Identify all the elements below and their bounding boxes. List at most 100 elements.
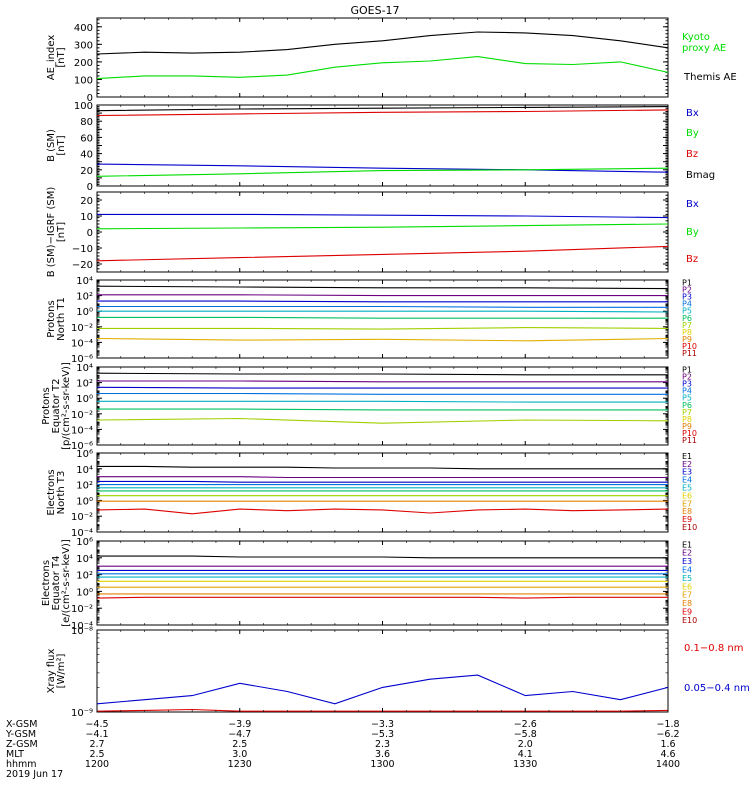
panel-bsm: 0 20 40 60 80 100 B (SM) [nT] Bx By Bz Bmag <box>46 101 715 193</box>
legend-label: Bx <box>686 108 699 119</box>
x-axis-value: 1330 <box>513 759 537 770</box>
y-tick-label: 40 <box>80 150 93 161</box>
y-tick-label: 10⁻⁸ <box>71 626 93 637</box>
panel-xray: 10⁻⁹ 10⁻⁸ Xray flux [W/m²] 0.1−0.8 nm 0.05−0.… <box>46 626 750 719</box>
y-tick-label: 10⁴ <box>76 363 93 374</box>
x-axis-row-label: MLT <box>6 749 24 760</box>
y-tick-label: 10⁻⁴ <box>71 621 93 632</box>
series-P7 <box>96 417 669 424</box>
series-P3 <box>96 386 668 389</box>
legend-label: P7 <box>682 408 692 417</box>
y-tick-label: 60 <box>80 133 93 144</box>
legend-label: P1 <box>682 365 692 374</box>
y-tick-label: 10² <box>76 571 93 582</box>
legend-label: P6 <box>682 314 692 323</box>
series-P1 <box>96 372 668 376</box>
legend-label: E3 <box>682 557 692 566</box>
x-axis-value: −4.1 <box>85 729 108 740</box>
x-axis-row-label: X-GSM <box>6 719 37 730</box>
series-Bx <box>97 213 669 219</box>
legend-label: Bmag <box>686 170 715 181</box>
x-axis-value: 1230 <box>228 759 252 770</box>
series-P8 <box>96 337 669 342</box>
series-0-05-0-4-nm <box>96 674 669 705</box>
y-tick-label: −10 <box>72 244 93 255</box>
legend-label: E9 <box>682 515 692 524</box>
legend-label: P2 <box>682 285 692 294</box>
legend-label: By <box>686 227 699 238</box>
y-axis-label: B (SM) <box>46 129 57 162</box>
y-tick-label: 10 <box>80 212 93 223</box>
x-axis-value: −4.5 <box>85 719 108 730</box>
y-tick-label: 10⁻⁶ <box>71 441 93 452</box>
legend-label: E10 <box>682 616 697 625</box>
series-P6 <box>97 316 668 319</box>
y-axis-label: Xray flux <box>46 649 57 694</box>
x-axis-value: −3.9 <box>228 719 251 730</box>
y-tick-label: 0 <box>87 182 93 193</box>
legend-label: P2 <box>682 372 692 381</box>
series-Bx <box>96 163 669 173</box>
y-tick-label: 10⁴ <box>76 276 93 287</box>
y-axis-label: B (SM)−IGRF (SM) <box>46 187 57 278</box>
x-axis-value: 2.0 <box>518 739 533 750</box>
y-axis-label: Equator T2 <box>51 379 62 434</box>
y-tick-label: 10⁰ <box>76 587 93 598</box>
y-tick-label: 10⁴ <box>76 554 93 565</box>
x-axis-value: −3.3 <box>371 719 394 730</box>
x-axis-value: −4.7 <box>228 729 251 740</box>
legend-label: P5 <box>682 394 692 403</box>
legend-label: E6 <box>682 491 692 500</box>
series-E1 <box>97 465 668 470</box>
series-P2 <box>97 294 668 297</box>
series-Kyoto-proxy-AE <box>96 56 669 80</box>
x-axis-value: 1.6 <box>660 739 675 750</box>
y-tick-label: 0 <box>87 93 93 104</box>
y-axis-label: [p/(cm²-s-sr-keV)] <box>61 362 72 450</box>
date-label: 2019 Jun 17 <box>6 769 63 780</box>
x-axis-value: 2.3 <box>375 739 390 750</box>
legend-label: Themis AE <box>683 72 737 83</box>
series-E9 <box>96 596 668 599</box>
y-axis-label: Electrons <box>46 469 57 515</box>
x-axis-value: −2.6 <box>514 719 537 730</box>
legend-label: proxy AE <box>682 43 726 54</box>
y-tick-label: 10² <box>76 481 93 492</box>
x-axis-value: 2.5 <box>89 749 104 760</box>
x-axis-value: −5.8 <box>514 729 537 740</box>
series-E9 <box>96 508 669 515</box>
y-tick-label: 10⁻² <box>71 604 93 615</box>
y-axis-label: Protons <box>46 300 57 337</box>
legend-label: E6 <box>682 582 692 591</box>
legend-label: P3 <box>682 380 692 389</box>
legend-label: E8 <box>682 507 692 516</box>
y-tick-label: 80 <box>80 117 93 128</box>
series-Bz <box>96 109 669 117</box>
y-axis-label: [nT] <box>56 222 67 242</box>
panel-frame <box>96 191 669 273</box>
x-axis-value: 1400 <box>656 759 680 770</box>
legend-label: P8 <box>682 415 692 424</box>
y-tick-label: 10⁰ <box>76 307 93 318</box>
y-tick-label: 300 <box>74 40 93 51</box>
legend-label: P8 <box>682 328 692 337</box>
y-tick-label: 0 <box>87 228 93 239</box>
y-tick-label: 10⁰ <box>76 394 93 405</box>
series-P3 <box>97 300 668 303</box>
legend-label: P5 <box>682 307 692 316</box>
legend-label: 0.1−0.8 nm <box>684 643 743 654</box>
legend-label: P11 <box>682 436 697 445</box>
y-tick-label: 10⁻⁴ <box>71 528 93 539</box>
legend-label: By <box>686 128 699 139</box>
y-tick-label: 10⁻² <box>71 512 93 523</box>
panel-frame <box>96 540 669 626</box>
legend-label: P6 <box>682 401 692 410</box>
series-P2 <box>97 380 668 383</box>
x-axis-value: −1.8 <box>656 719 679 730</box>
panel-p_t1: 10⁻⁶ 10⁻⁴ 10⁻² 10⁰ 10² 10⁴ Protons North T1 P1P2… <box>46 276 697 365</box>
legend-label: E7 <box>682 499 692 508</box>
panel-frame <box>96 452 669 533</box>
legend-label: E4 <box>682 566 692 575</box>
series-P6 <box>97 408 668 411</box>
